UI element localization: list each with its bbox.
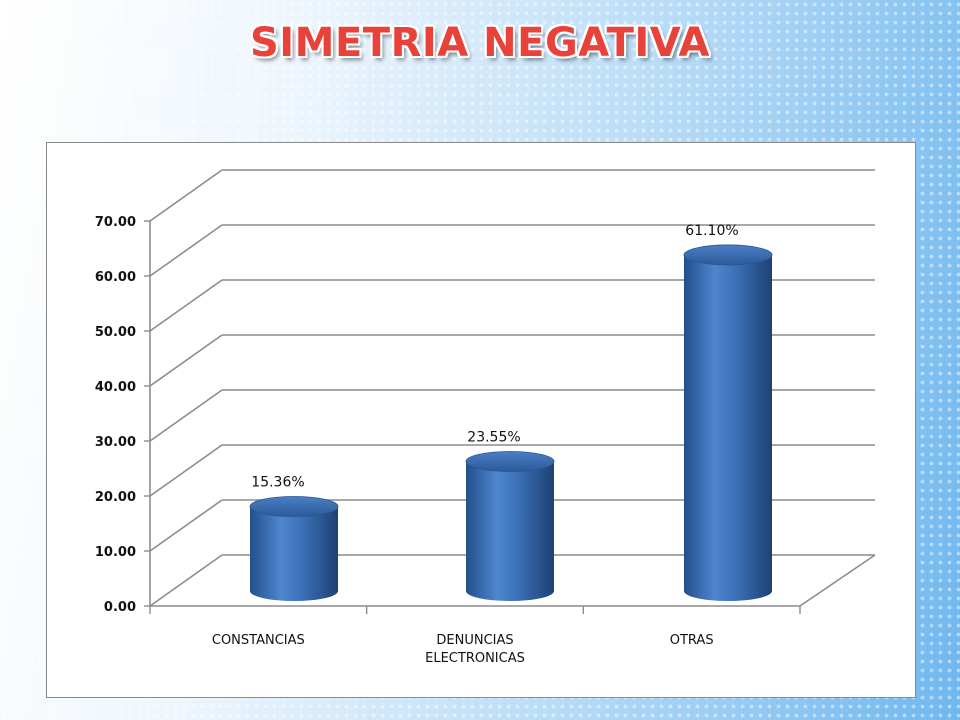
x-tick-label-3: OTRAS bbox=[670, 633, 714, 648]
gridline-diagonal bbox=[149, 334, 223, 387]
gridline-diagonal bbox=[149, 224, 223, 277]
y-tick-label: 30.00 bbox=[95, 435, 136, 450]
data-label-3: 61.10% bbox=[685, 223, 738, 239]
y-tick-label: 40.00 bbox=[95, 380, 136, 395]
bar-3 bbox=[683, 244, 773, 601]
y-tick-label: 70.00 bbox=[95, 215, 136, 230]
gridline-diagonal bbox=[149, 444, 223, 497]
gridline-diagonal bbox=[149, 499, 223, 552]
floor-right-edge bbox=[799, 554, 876, 607]
data-label-1: 15.36% bbox=[251, 475, 304, 491]
x-tick-label-2: ELECTRONICAS bbox=[425, 651, 525, 666]
bar-body bbox=[684, 254, 772, 601]
bar-top bbox=[683, 244, 773, 266]
data-label-2: 23.55% bbox=[467, 429, 520, 445]
bar-2 bbox=[465, 451, 555, 601]
y-tick-label: 20.00 bbox=[95, 490, 136, 505]
bar-1 bbox=[249, 496, 339, 601]
gridline-diagonal bbox=[149, 389, 223, 442]
y-tick-label: 50.00 bbox=[95, 325, 136, 340]
x-tick-label-1: CONSTANCIAS bbox=[212, 633, 305, 648]
gridline-diagonal bbox=[149, 279, 223, 332]
y-tick-label: 0.00 bbox=[104, 600, 136, 615]
x-tick-label-2: DENUNCIAS bbox=[436, 633, 513, 648]
bar-body bbox=[466, 461, 554, 601]
bar-top bbox=[465, 451, 555, 472]
gridline-diagonal bbox=[149, 554, 223, 607]
y-tick-label: 60.00 bbox=[95, 270, 136, 285]
slide-title: SIMETRIA NEGATIVA bbox=[249, 20, 711, 66]
bar-body bbox=[250, 506, 338, 601]
bar-top bbox=[249, 496, 339, 517]
y-tick-label: 10.00 bbox=[95, 545, 136, 560]
gridline-diagonal bbox=[149, 169, 223, 222]
